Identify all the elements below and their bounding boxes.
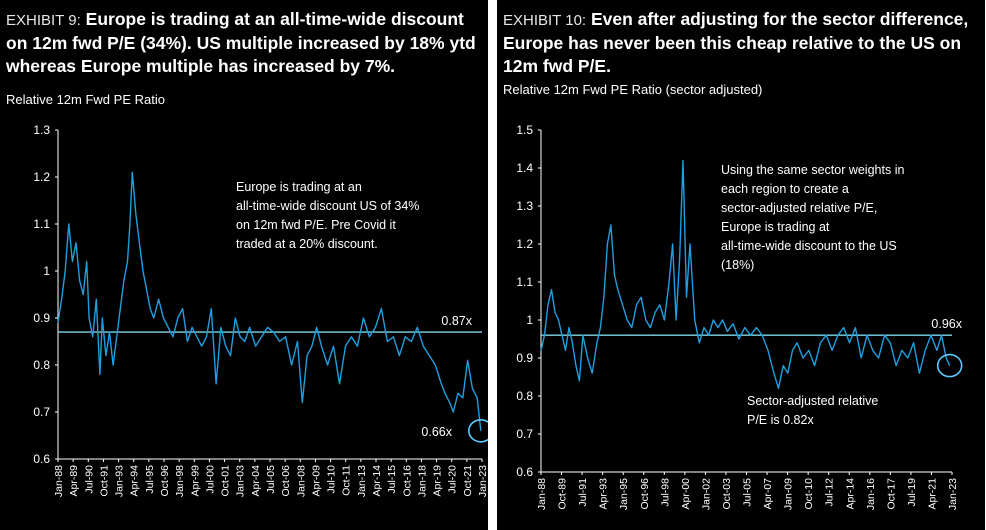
x-tick-label-left: Jul-90	[83, 465, 95, 494]
y-tick-label-left: 1.2	[33, 170, 50, 184]
chart-subtitle-right: Relative 12m Fwd PE Ratio (sector adjust…	[503, 82, 763, 97]
x-tick-label-right: Oct-17	[885, 478, 897, 510]
x-tick-label-right: Apr-07	[762, 478, 774, 510]
y-tick-label-left: 1.1	[33, 217, 50, 231]
x-tick-label-left: Jan-18	[416, 465, 428, 497]
x-tick-label-right: Oct-10	[803, 478, 815, 510]
x-tick-label-left: Apr-94	[129, 465, 141, 497]
y-tick-label-right: 1.3	[516, 199, 533, 213]
x-tick-label-left: Jan-88	[53, 465, 65, 497]
reference-line-label-right: 0.96x	[931, 317, 962, 331]
x-tick-label-left: Jul-15	[386, 465, 398, 494]
x-tick-label-right: Jul-05	[742, 478, 754, 507]
y-tick-label-left: 0.8	[33, 358, 50, 372]
series-line-right	[540, 159, 951, 390]
y-tick-label-right: 1.1	[516, 275, 533, 289]
reference-line-label-left: 0.87x	[441, 314, 472, 328]
x-tick-label-left: Oct-06	[280, 465, 292, 497]
highlight-circle-left	[468, 419, 488, 443]
x-tick-label-left: Jan-98	[174, 465, 186, 497]
exhibit-label-right: EXHIBIT 10:	[503, 12, 587, 29]
annotation-right: Using the same sector weights in each reg…	[721, 163, 904, 272]
x-tick-label-left: Jan-03	[235, 465, 247, 497]
title-text-right: Even after adjusting for the sector diff…	[503, 9, 969, 76]
y-tick-label-right: 0.6	[516, 465, 533, 479]
x-tick-label-right: Oct-96	[639, 478, 651, 510]
x-tick-label-left: Oct-96	[159, 465, 171, 497]
line-chart-right: 0.6 0.7 0.8 0.9 1 1.1 1.2 1.3 1.4 1.5 Jan-88 Oct-89…	[516, 123, 963, 510]
chart-panel-right: EXHIBIT 10: Even after adjusting for the…	[497, 0, 985, 530]
x-tick-label-left: Oct-16	[401, 465, 413, 497]
y-tick-label-right: 1.4	[516, 161, 533, 175]
chart-subtitle-left: Relative 12m Fwd PE Ratio	[6, 92, 165, 107]
chart-panel-left: EXHIBIT 9: Europe is trading at an all-t…	[0, 0, 488, 530]
y-tick-label-left: 0.6	[33, 452, 50, 466]
x-tick-label-left: Jan-93	[114, 465, 126, 497]
x-tick-label-right: Jul-19	[906, 478, 918, 507]
y-tick-label-left: 0.9	[33, 311, 50, 325]
y-tick-label-right: 1.2	[516, 237, 533, 251]
annotation-left: Europe is trading at an all-time-wide dis…	[236, 180, 419, 251]
y-tick-label-left: 1	[43, 264, 50, 278]
x-tick-label-right: Jan-23	[947, 478, 959, 510]
x-tick-label-right: Jan-88	[536, 478, 548, 510]
x-tick-label-left: Apr-99	[189, 465, 201, 497]
x-tick-label-right: Apr-93	[598, 478, 610, 510]
y-tick-label-left: 0.7	[33, 405, 50, 419]
x-tick-label-left: Oct-21	[462, 465, 474, 497]
y-tick-label-right: 0.7	[516, 427, 533, 441]
x-tick-label-right: Jan-16	[865, 478, 877, 510]
x-tick-label-left: Jul-05	[265, 465, 277, 494]
chart-title-right: EXHIBIT 10: Even after adjusting for the…	[503, 8, 981, 78]
x-tick-label-right: Jul-12	[824, 478, 836, 507]
x-tick-label-right: Jul-91	[577, 478, 589, 507]
x-tick-label-left: Jan-23	[477, 465, 488, 497]
x-tick-label-left: Apr-89	[68, 465, 80, 497]
x-tick-label-left: Jul-20	[447, 465, 459, 494]
y-tick-label-left: 1.3	[33, 123, 50, 137]
end-label-right: Sector-adjusted relative P/E is 0.82x	[747, 394, 878, 427]
x-tick-label-left: Jul-95	[144, 465, 156, 494]
x-tick-label-left: Jan-08	[295, 465, 307, 497]
x-tick-label-left: Apr-19	[432, 465, 444, 497]
x-tick-label-left: Apr-09	[310, 465, 322, 497]
x-tick-label-left: Oct-01	[220, 465, 232, 497]
x-tick-label-right: Oct-03	[721, 478, 733, 510]
y-tick-label-right: 1.5	[516, 123, 533, 137]
x-tick-label-left: Oct-11	[341, 465, 353, 496]
x-tick-label-left: Oct-91	[98, 465, 110, 497]
series-line-left	[57, 171, 482, 431]
x-tick-label-right: Apr-21	[926, 478, 938, 510]
y-tick-label-right: 0.9	[516, 351, 533, 365]
x-tick-label-left: Jul-00	[204, 465, 216, 494]
x-tick-label-right: Jan-02	[700, 478, 712, 510]
line-chart-left: 0.6 0.7 0.8 0.9 1 1.1 1.2 1.3 Jan-88 Apr-89 Jul-90…	[33, 123, 488, 497]
x-tick-label-right: Jan-09	[783, 478, 795, 510]
y-tick-label-right: 0.8	[516, 389, 533, 403]
title-text-left: Europe is trading at an all-time-wide di…	[6, 9, 476, 76]
exhibit-label-left: EXHIBIT 9:	[6, 12, 81, 29]
y-tick-label-right: 1	[526, 313, 533, 327]
x-tick-label-left: Apr-04	[250, 465, 262, 497]
x-tick-label-right: Apr-00	[680, 478, 692, 510]
highlight-circle-right	[936, 353, 963, 378]
end-label-left: 0.66x	[421, 425, 452, 439]
x-tick-label-left: Apr-14	[371, 465, 383, 497]
x-tick-label-right: Jul-98	[659, 478, 671, 507]
chart-title-left: EXHIBIT 9: Europe is trading at an all-t…	[6, 8, 484, 78]
x-tick-label-left: Jul-10	[326, 465, 338, 494]
x-tick-label-right: Jan-95	[618, 478, 630, 510]
x-tick-label-right: Oct-89	[557, 478, 569, 510]
x-tick-label-left: Jan-13	[356, 465, 368, 497]
x-tick-label-right: Apr-14	[844, 478, 856, 510]
